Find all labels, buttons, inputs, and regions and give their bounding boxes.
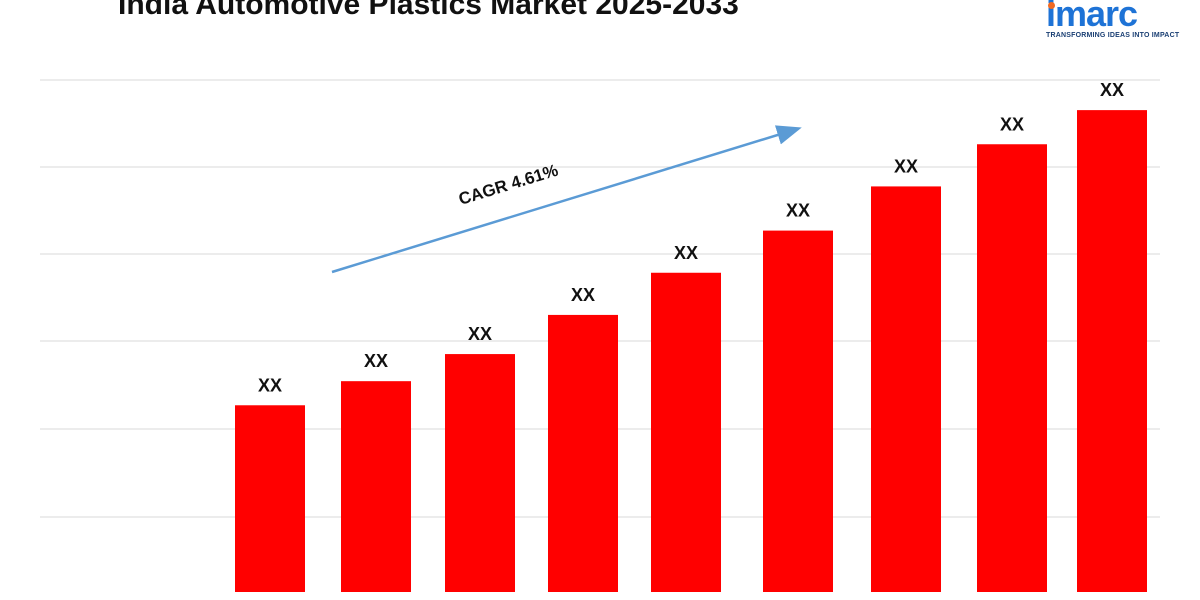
bar bbox=[871, 186, 941, 592]
cagr-arrow-icon bbox=[331, 125, 802, 274]
bar-value-label: XX bbox=[1100, 80, 1124, 100]
bar bbox=[651, 272, 721, 592]
bar bbox=[445, 354, 515, 592]
bar bbox=[548, 314, 618, 592]
bar-value-label: XX bbox=[1000, 114, 1024, 134]
cagr-annotation: CAGR 4.61% bbox=[331, 125, 802, 274]
logo-tagline: TRANSFORMING IDEAS INTO IMPACT bbox=[1046, 32, 1180, 39]
bars bbox=[235, 110, 1147, 592]
bar bbox=[235, 405, 305, 592]
bar-value-label: XX bbox=[786, 201, 810, 221]
logo-wordmark: imarc bbox=[1046, 0, 1138, 34]
bar bbox=[977, 144, 1047, 592]
bar bbox=[763, 230, 833, 592]
logo-dot-icon bbox=[1048, 2, 1055, 9]
data-labels: XX XX XX XX XX XX XX XX XX bbox=[258, 80, 1124, 395]
bar-value-label: XX bbox=[894, 156, 918, 176]
bar-value-label: XX bbox=[364, 351, 388, 371]
chart-title: India Automotive Plastics Market 2025-20… bbox=[118, 0, 739, 21]
bar-value-label: XX bbox=[674, 243, 698, 263]
bar-value-label: XX bbox=[258, 375, 282, 395]
bar-value-label: XX bbox=[571, 285, 595, 305]
bar-value-label: XX bbox=[468, 324, 492, 344]
imarc-logo: imarc TRANSFORMING IDEAS INTO IMPACT bbox=[1040, 0, 1200, 44]
bar bbox=[1077, 110, 1147, 592]
bar bbox=[341, 381, 411, 592]
cagr-label: CAGR 4.61% bbox=[456, 161, 560, 209]
